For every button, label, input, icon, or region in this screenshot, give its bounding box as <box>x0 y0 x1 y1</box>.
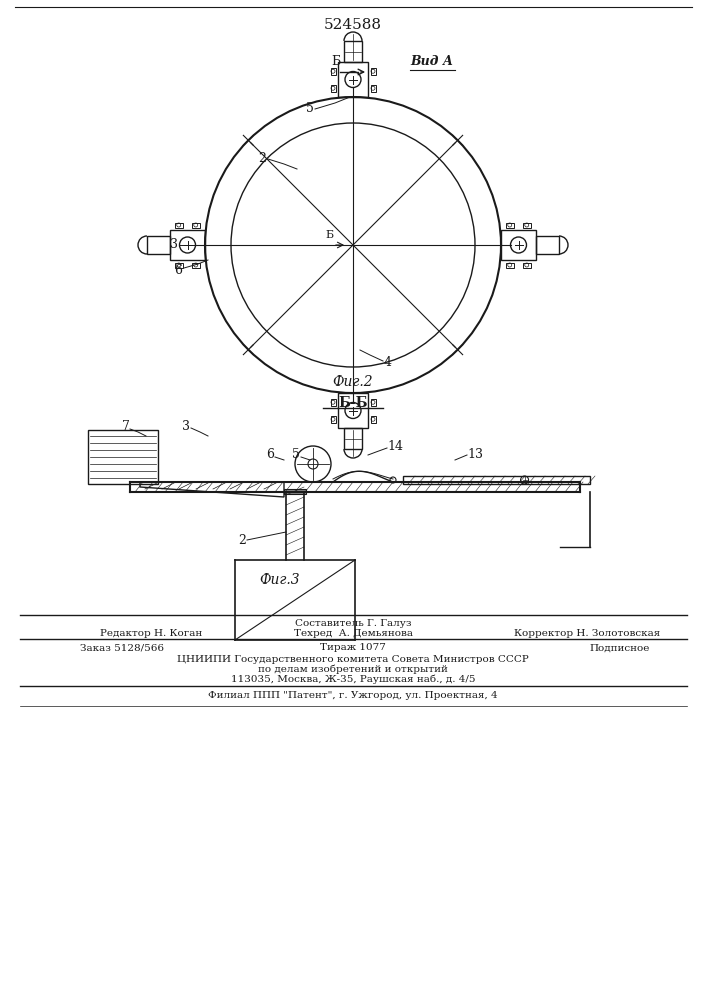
Bar <box>175 262 182 267</box>
Text: Корректор Н. Золотовская: Корректор Н. Золотовская <box>514 629 660 638</box>
Bar <box>523 262 530 267</box>
Bar <box>370 398 375 406</box>
Text: Фиг.2: Фиг.2 <box>333 375 373 389</box>
Bar <box>338 393 368 428</box>
Text: Филиал ППП "Патент", г. Ужгород, ул. Проектная, 4: Филиал ППП "Патент", г. Ужгород, ул. Про… <box>208 692 498 700</box>
Bar <box>370 85 375 92</box>
Bar <box>344 428 362 449</box>
Bar <box>370 416 375 423</box>
Text: Б: Б <box>325 230 333 240</box>
Text: 6: 6 <box>174 263 182 276</box>
Bar <box>88 430 158 484</box>
Text: 3: 3 <box>170 238 178 251</box>
Text: Техред  А. Демьянова: Техред А. Демьянова <box>293 629 412 638</box>
Text: 3: 3 <box>182 420 190 434</box>
Text: 6: 6 <box>266 448 274 462</box>
Text: 113035, Москва, Ж-35, Раушская наб., д. 4/5: 113035, Москва, Ж-35, Раушская наб., д. … <box>230 674 475 684</box>
Bar <box>192 223 199 228</box>
Bar <box>370 68 375 75</box>
Bar <box>536 236 559 254</box>
Text: 524588: 524588 <box>324 18 382 32</box>
Text: 7: 7 <box>122 420 130 434</box>
Bar <box>330 68 336 75</box>
Text: по делам изобретений и открытий: по делам изобретений и открытий <box>258 664 448 674</box>
Bar <box>523 223 530 228</box>
Bar <box>501 230 536 260</box>
Text: Б: Б <box>332 55 341 68</box>
Bar <box>506 262 513 267</box>
Bar <box>192 262 199 267</box>
Bar <box>175 223 182 228</box>
Text: 4: 4 <box>384 357 392 369</box>
Bar <box>338 62 368 97</box>
Text: 14: 14 <box>387 440 403 452</box>
Text: Составитель Г. Галуз: Составитель Г. Галуз <box>295 618 411 628</box>
Text: 2: 2 <box>238 534 246 546</box>
Bar <box>330 85 336 92</box>
Text: 5: 5 <box>292 448 300 462</box>
Bar <box>147 236 170 254</box>
Text: Подписное: Подписное <box>590 644 650 652</box>
Bar <box>170 230 205 260</box>
Text: Вид А: Вид А <box>410 55 453 68</box>
Bar <box>344 41 362 62</box>
Text: 13: 13 <box>467 448 483 460</box>
Text: Тираж 1077: Тираж 1077 <box>320 644 386 652</box>
Text: 2: 2 <box>258 151 266 164</box>
Text: ЦНИИПИ Государственного комитета Совета Министров СССР: ЦНИИПИ Государственного комитета Совета … <box>177 654 529 664</box>
Text: Б-Б: Б-Б <box>338 396 368 410</box>
Bar <box>506 223 513 228</box>
Text: Редактор Н. Коган: Редактор Н. Коган <box>100 629 202 638</box>
Bar <box>284 489 306 494</box>
Text: Заказ 5128/566: Заказ 5128/566 <box>80 644 164 652</box>
Bar <box>330 398 336 406</box>
Bar <box>403 476 590 484</box>
Text: Фиг.3: Фиг.3 <box>259 573 300 587</box>
Bar <box>330 416 336 423</box>
Text: 5: 5 <box>306 102 314 114</box>
